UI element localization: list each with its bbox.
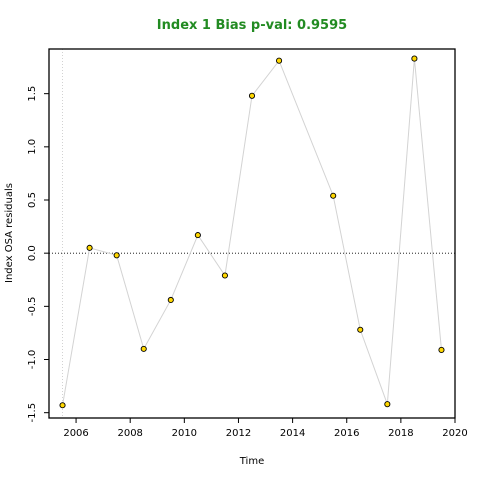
data-point xyxy=(167,296,174,304)
y-tick-label: 1.5 xyxy=(27,86,38,102)
x-tick-label: 2016 xyxy=(334,428,359,439)
data-point xyxy=(248,92,256,99)
x-tick-label: 2006 xyxy=(63,428,88,439)
y-axis-label: Index OSA residuals xyxy=(4,183,15,283)
data-point xyxy=(140,345,147,352)
x-axis-label: Time xyxy=(239,456,264,467)
data-point xyxy=(113,252,120,259)
y-tick-label: 0.0 xyxy=(27,245,38,261)
x-tick-label: 2010 xyxy=(172,428,197,439)
x-tick-label: 2018 xyxy=(388,428,413,439)
chart-title: Index 1 Bias p-val: 0.9595 xyxy=(157,18,347,33)
x-tick-label: 2014 xyxy=(280,428,305,439)
series-line xyxy=(62,58,442,406)
y-tick-label: -1.5 xyxy=(27,403,38,423)
data-point xyxy=(438,346,445,353)
data-point xyxy=(221,272,228,279)
data-point xyxy=(357,326,364,333)
data-point xyxy=(86,244,93,251)
y-tick-label: 1.0 xyxy=(27,139,38,155)
plot-frame xyxy=(48,48,456,419)
data-point xyxy=(276,57,283,64)
plot-area: 2006 2008 2010 2012 2014 2016 2018 2020 -1.5 -1.0… xyxy=(27,48,468,439)
y-tick-label: -1.0 xyxy=(27,350,38,370)
data-point xyxy=(59,402,66,409)
y-tick-label: 0.5 xyxy=(27,192,38,208)
data-point xyxy=(384,401,391,408)
x-tick-label: 2008 xyxy=(117,428,142,439)
data-point xyxy=(411,55,418,62)
x-tick-label: 2020 xyxy=(442,428,467,439)
data-point xyxy=(194,232,201,239)
data-point xyxy=(330,192,337,199)
x-tick-label: 2012 xyxy=(226,428,251,439)
y-tick-label: -0.5 xyxy=(27,297,38,317)
